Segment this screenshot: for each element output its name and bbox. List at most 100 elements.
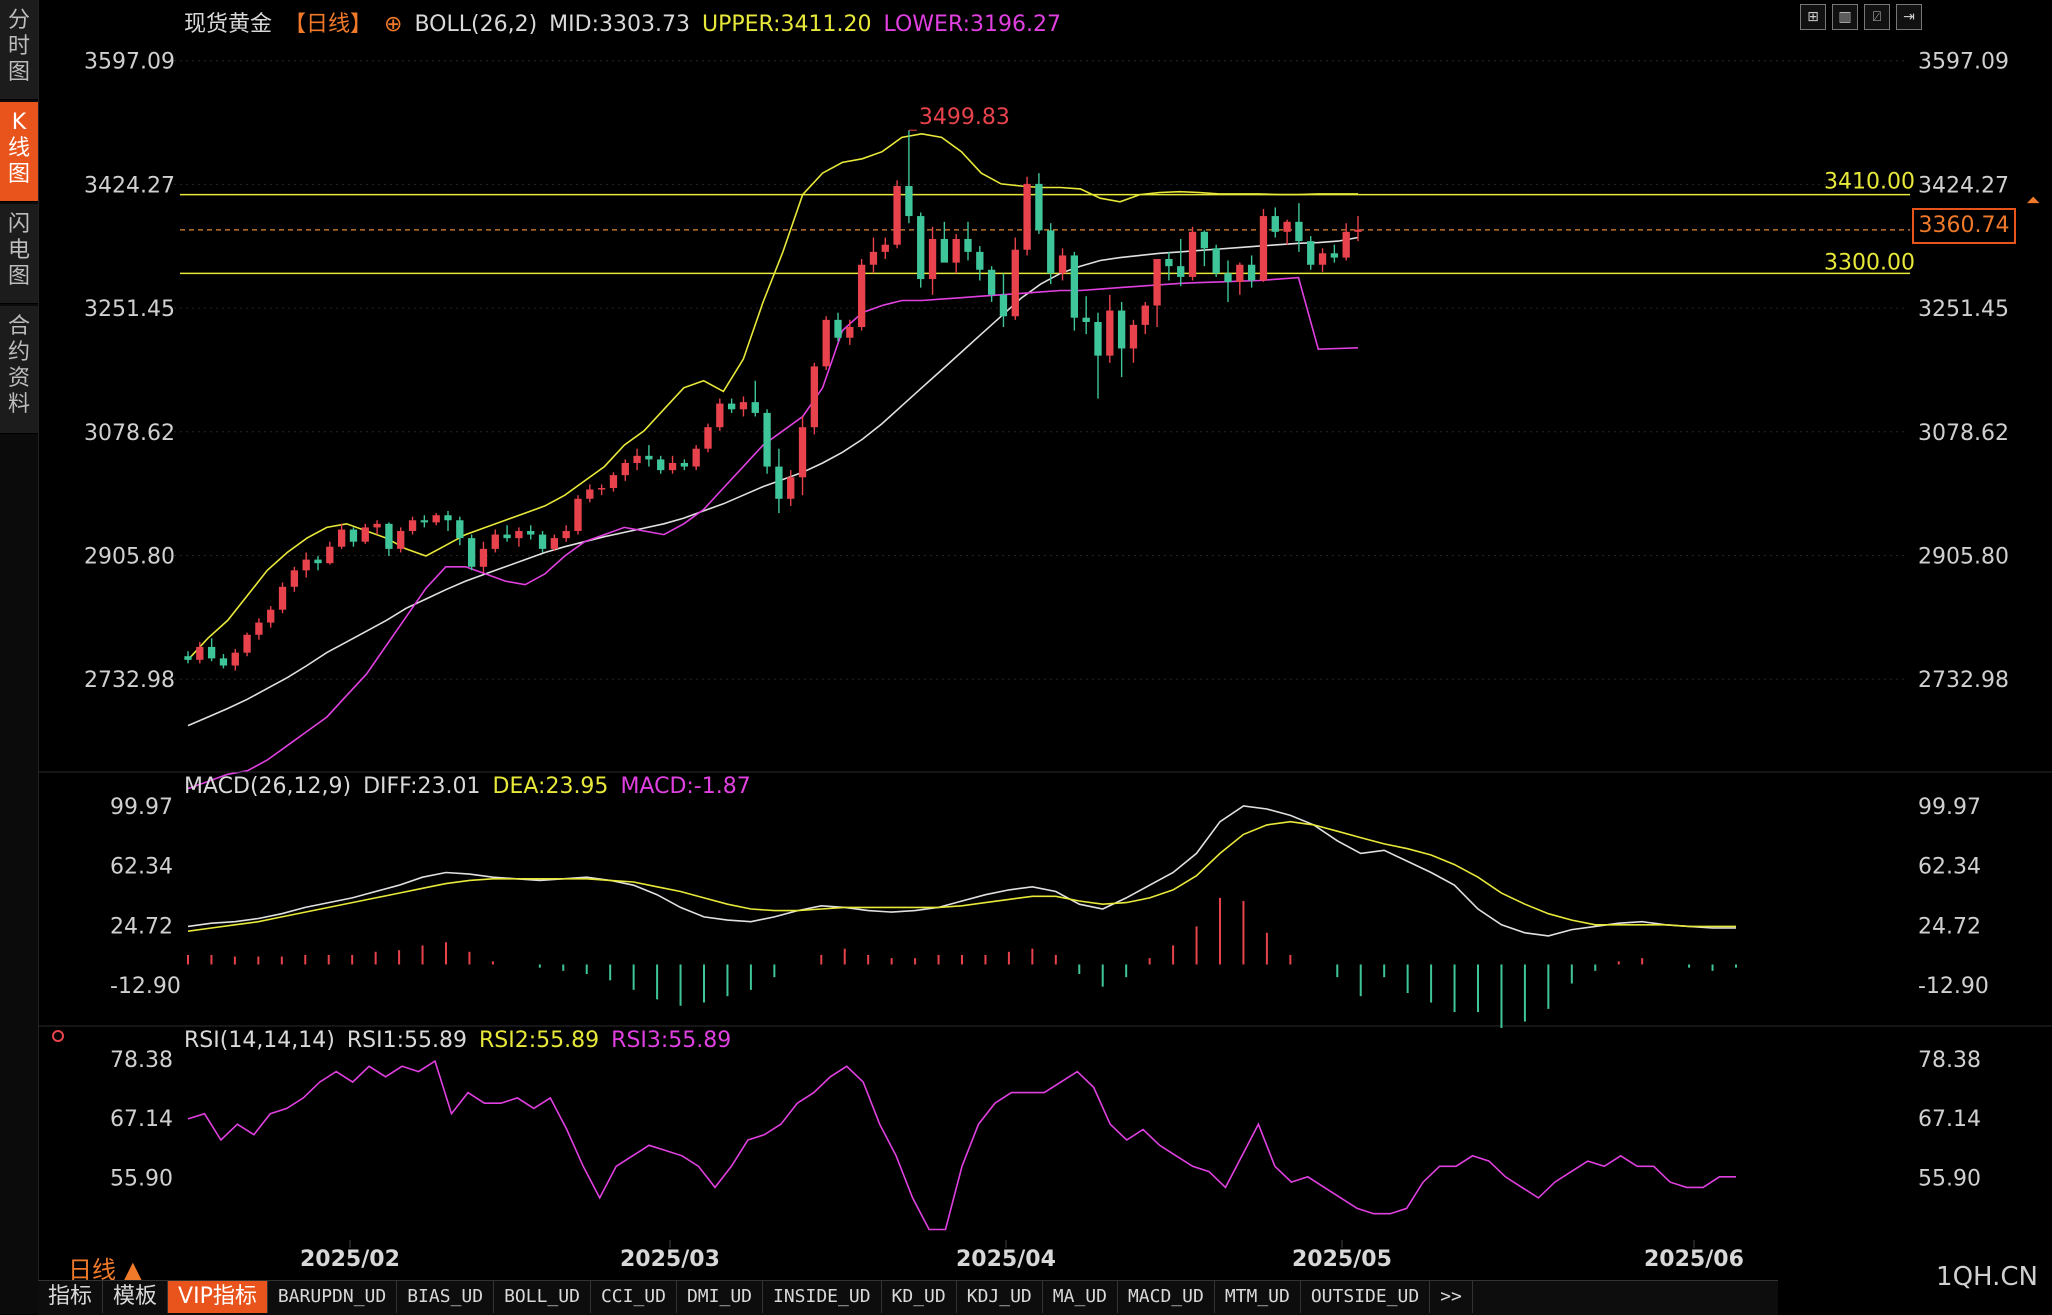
boll-lower: LOWER:3196.27	[883, 12, 1061, 37]
candle-body	[1141, 305, 1149, 325]
indicator-tab-1[interactable]: 模板	[103, 1281, 169, 1313]
candle-body	[326, 546, 334, 564]
period-selector[interactable]: 日线 ▲	[68, 1256, 143, 1284]
sidebar-tab-0[interactable]: 分时图	[0, 0, 38, 100]
candle-body	[491, 534, 499, 549]
candle-body	[787, 477, 795, 499]
macd-dea: DEA:23.95	[492, 774, 609, 799]
candle-body	[586, 489, 594, 499]
price-axis-label-left: 3597.09	[84, 50, 175, 75]
candle-body	[905, 186, 913, 217]
grid-icon[interactable]: ⊞	[1800, 4, 1826, 30]
candle-body	[1318, 253, 1327, 265]
rsi-axis-label-left: 55.90	[110, 1166, 173, 1191]
candle-body	[385, 523, 393, 549]
indicator-tab-11[interactable]: MA_UD	[1043, 1281, 1118, 1313]
x-axis-label: 2025/06	[1644, 1247, 1744, 1272]
candle-body	[704, 427, 712, 449]
indicator-tab-7[interactable]: DMI_UD	[677, 1281, 763, 1313]
candle-body	[267, 609, 275, 623]
macd-axis-label-left: 24.72	[110, 914, 173, 939]
indicator-tab-12[interactable]: MACD_UD	[1118, 1281, 1215, 1313]
indicator-tab-4[interactable]: BIAS_UD	[397, 1281, 495, 1313]
candle-body	[550, 538, 559, 549]
high-marker-label: 3499.83	[919, 105, 1010, 130]
candle-body	[609, 475, 618, 489]
indicator-tab-10[interactable]: KDJ_UD	[957, 1281, 1043, 1313]
layout-icon[interactable]: ▥	[1832, 4, 1858, 30]
candle-body	[278, 586, 287, 610]
candle-body	[1023, 183, 1031, 250]
candle-body	[775, 466, 783, 499]
candle-body	[1224, 273, 1232, 282]
x-axis-label: 2025/02	[300, 1247, 400, 1272]
indicator-tab-0[interactable]: 指标	[38, 1281, 104, 1313]
candle-body	[1200, 231, 1209, 249]
boll-name: BOLL(26,2)	[414, 12, 538, 37]
candle-body	[444, 515, 452, 521]
candle-body	[1295, 221, 1303, 242]
indicator-tab-13[interactable]: MTM_UD	[1215, 1281, 1301, 1313]
candle-body	[1330, 253, 1339, 258]
sidebar-tab-2[interactable]: 闪电图	[0, 204, 38, 304]
candle-body	[231, 652, 239, 666]
candle-body	[869, 251, 878, 265]
period-tag: 【日线】	[284, 12, 373, 37]
candle-body	[420, 520, 429, 523]
candle-body	[467, 538, 476, 567]
candle-body	[1047, 230, 1055, 274]
price-axis-label-left: 2732.98	[84, 668, 175, 693]
candle-body	[1212, 248, 1220, 274]
candle-body	[1354, 229, 1362, 232]
rsi1: RSI1:55.89	[346, 1028, 468, 1053]
indicator-tab-14[interactable]: OUTSIDE_UD	[1301, 1281, 1431, 1313]
indicator-tab-2[interactable]: VIP指标	[168, 1281, 268, 1313]
candle-body	[184, 656, 192, 660]
add-indicator-icon[interactable]: ⊕	[384, 12, 403, 37]
candle-body	[373, 523, 381, 528]
rsi-axis-label-right: 78.38	[1918, 1048, 1981, 1073]
chart-type-icon[interactable]: ⍁	[1864, 4, 1890, 30]
macd-axis-label-left: -12.90	[110, 974, 181, 999]
candle-body	[763, 412, 771, 467]
rsi-name: RSI(14,14,14)	[184, 1028, 335, 1053]
candle-body	[822, 319, 830, 367]
candle-body	[952, 238, 960, 263]
hline-3410-label: 3410.00	[1824, 170, 1915, 195]
candle-body	[716, 403, 724, 428]
chart-canvas[interactable]: 3597.09 3597.09 3424.27 3424.27 3251.45 3251.…	[38, 0, 2052, 1280]
sidebar-tab-3[interactable]: 合约资料	[0, 306, 38, 434]
candle-body	[538, 534, 547, 549]
indicator-tab-15[interactable]: >>	[1430, 1281, 1473, 1313]
macd-axis-label-left: 99.97	[110, 795, 173, 820]
indicator-tab-9[interactable]: KD_UD	[882, 1281, 957, 1313]
macd-axis-label-right: 62.34	[1918, 855, 1981, 880]
price-axis-label-right: 3597.09	[1918, 50, 2009, 75]
indicator-tab-6[interactable]: CCI_UD	[591, 1281, 677, 1313]
candle-body	[562, 530, 570, 539]
candle-body	[243, 634, 251, 653]
indicator-tab-3[interactable]: BARUPDN_UD	[268, 1281, 398, 1313]
candle-body	[219, 658, 228, 666]
candle-body	[1129, 324, 1138, 349]
boll-upper: UPPER:3411.20	[701, 12, 872, 37]
candle-body	[1117, 310, 1126, 349]
candle-body	[680, 462, 689, 467]
rsi2: RSI2:55.89	[479, 1028, 600, 1053]
candle-body	[645, 455, 653, 460]
candle-body	[1082, 317, 1090, 322]
candle-body	[1035, 183, 1043, 231]
candle-body	[1283, 221, 1291, 232]
candle-body	[196, 646, 204, 660]
rsi-axis-label-left: 78.38	[110, 1048, 173, 1073]
indicator-tab-5[interactable]: BOLL_UD	[494, 1281, 591, 1313]
macd-diff: DIFF:23.01	[363, 774, 481, 799]
candle-body	[1236, 264, 1244, 282]
candle-body	[1011, 249, 1019, 317]
price-axis-label-left: 3424.27	[84, 173, 175, 198]
indicator-tab-8[interactable]: INSIDE_UD	[763, 1281, 882, 1313]
candle-body	[1094, 322, 1102, 356]
expand-icon[interactable]: ⇥	[1896, 4, 1922, 30]
